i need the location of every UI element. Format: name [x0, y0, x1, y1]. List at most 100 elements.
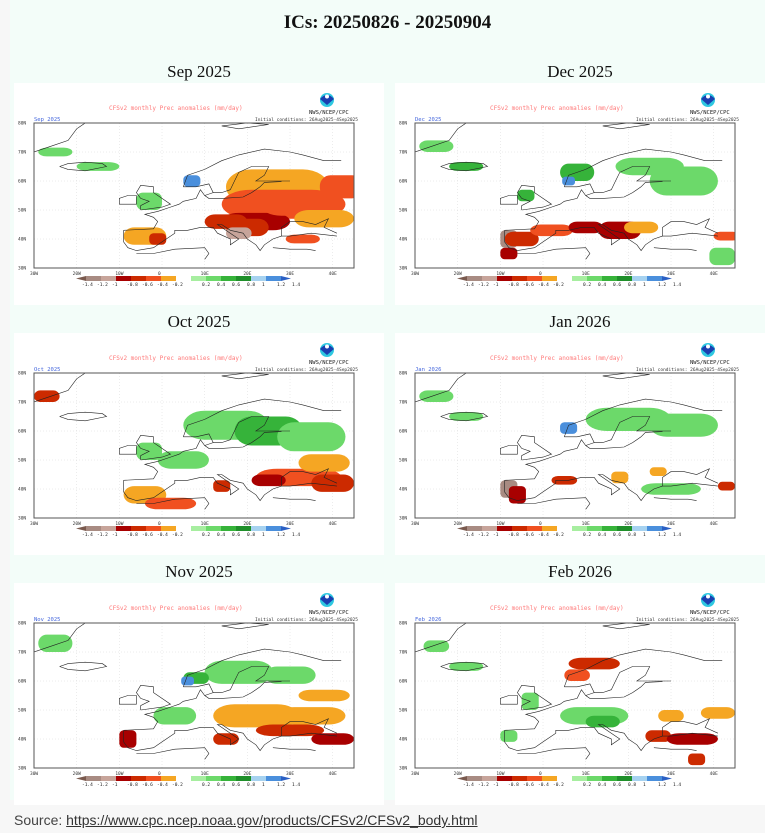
lon-tick-label: 10E [582, 271, 590, 277]
coastline [504, 431, 663, 481]
colorbar-arrow-right [281, 276, 291, 281]
coastline [183, 683, 214, 696]
map-header: CFSv2 monthly Prec anomalies (mm/day) [109, 105, 243, 112]
coastline [517, 247, 591, 260]
coastline [662, 468, 719, 487]
anomaly-region [449, 662, 484, 671]
lon-tick-label: 20W [454, 271, 462, 277]
coastline [213, 416, 290, 443]
anomaly-region [311, 474, 354, 492]
colorbar-swatch [131, 526, 146, 531]
colorbar-label: 0.2 [202, 782, 210, 788]
colorbar-swatch [251, 276, 266, 281]
initial-conditions: Initial conditions: 26Aug2025-4Sep2025 [255, 617, 358, 623]
anomaly-region [298, 454, 350, 472]
lat-tick-label: 70N [399, 150, 407, 156]
colorbar-label: -1 [112, 532, 118, 538]
colorbar-swatch [176, 526, 191, 531]
colorbar-label: 0.2 [202, 532, 210, 538]
forecast-map-panel: CFSv2 monthly Prec anomalies (mm/day) NWS… [14, 83, 384, 305]
coastline [564, 183, 595, 196]
colorbar-label: 1 [262, 282, 265, 288]
anomaly-region [611, 471, 629, 484]
colorbar-label: -1.2 [97, 782, 108, 788]
initial-conditions: Initial conditions: 26Aug2025-4Sep2025 [636, 117, 739, 123]
lon-tick-label: 30W [411, 771, 419, 777]
lat-tick-label: 50N [18, 208, 26, 214]
colorbar-label: -0.4 [538, 282, 549, 288]
anomaly-region [183, 175, 201, 187]
anomaly-region [285, 234, 320, 244]
colorbar-label: -1.2 [97, 282, 108, 288]
coastline [517, 434, 553, 461]
coastline [504, 724, 718, 752]
lat-tick-label: 80N [18, 621, 26, 627]
coastline [662, 218, 719, 237]
lon-tick-label: 0 [539, 771, 542, 777]
colorbar-label: -1.2 [478, 282, 489, 288]
source-link[interactable]: https://www.cpc.ncep.noaa.gov/products/C… [66, 812, 478, 828]
colorbar-swatch [191, 776, 206, 781]
colorbar-swatch [602, 276, 617, 281]
colorbar-swatch [617, 776, 632, 781]
source-label: Source: [14, 812, 63, 828]
lon-tick-label: 10W [496, 771, 504, 777]
coastline [59, 161, 108, 172]
anomaly-region [38, 634, 73, 652]
lon-tick-label: 0 [539, 271, 542, 277]
lon-tick-label: 40E [710, 271, 718, 277]
lat-tick-label: 70N [399, 400, 407, 406]
map-month-label: Jan 2026 [415, 367, 442, 373]
coastline [119, 195, 137, 205]
colorbar-label: -0.8 [127, 532, 138, 538]
colorbar-label: 1.4 [292, 532, 300, 538]
coastline [662, 718, 719, 737]
colorbar-label: 0.8 [628, 532, 636, 538]
colorbar-swatch [206, 776, 221, 781]
colorbar-arrow-left [76, 776, 86, 781]
coastline [517, 497, 591, 510]
coastline [34, 123, 86, 153]
colorbar-label: -0.4 [538, 532, 549, 538]
coastline [183, 148, 342, 187]
map-org: NWS/NCEP/CPC [309, 110, 349, 116]
anomaly-region [319, 175, 354, 199]
map-org: NWS/NCEP/CPC [309, 360, 349, 366]
lon-tick-label: 10W [115, 521, 123, 527]
noaa-logo-icon [701, 343, 715, 357]
colorbar-label: 0.4 [217, 282, 225, 288]
colorbar-swatch [131, 276, 146, 281]
colorbar-label: -0.2 [553, 782, 564, 788]
lat-tick-label: 50N [18, 708, 26, 714]
colorbar-swatch [632, 776, 647, 781]
coastline [281, 218, 338, 237]
coastline [653, 247, 697, 251]
anomaly-region [649, 166, 718, 196]
colorbar-label: -0.8 [127, 282, 138, 288]
coastline [34, 623, 86, 653]
map-month-label: Feb 2026 [415, 617, 442, 623]
colorbar-label: -0.4 [157, 782, 168, 788]
lat-tick-label: 60N [399, 179, 407, 185]
colorbar-label: 0.2 [583, 282, 591, 288]
colorbar-swatch [617, 276, 632, 281]
coastline [517, 184, 553, 211]
coastline [272, 247, 316, 251]
map-org: NWS/NCEP/CPC [690, 610, 730, 616]
lon-tick-label: 20W [73, 771, 81, 777]
colorbar-swatch [527, 776, 542, 781]
lat-tick-label: 30N [399, 266, 407, 272]
lon-tick-label: 0 [158, 771, 161, 777]
colorbar-label: 0.2 [583, 532, 591, 538]
colorbar-swatch [467, 276, 482, 281]
anomaly-region [500, 247, 518, 260]
lat-tick-label: 60N [18, 179, 26, 185]
coastline [183, 433, 214, 446]
anomaly-region [666, 733, 718, 745]
coastline [440, 161, 489, 172]
map-header: CFSv2 monthly Prec anomalies (mm/day) [109, 355, 243, 362]
colorbar-swatch [527, 526, 542, 531]
anomaly-region [688, 753, 706, 766]
lon-tick-label: 40E [329, 771, 337, 777]
colorbar-swatch [557, 776, 572, 781]
